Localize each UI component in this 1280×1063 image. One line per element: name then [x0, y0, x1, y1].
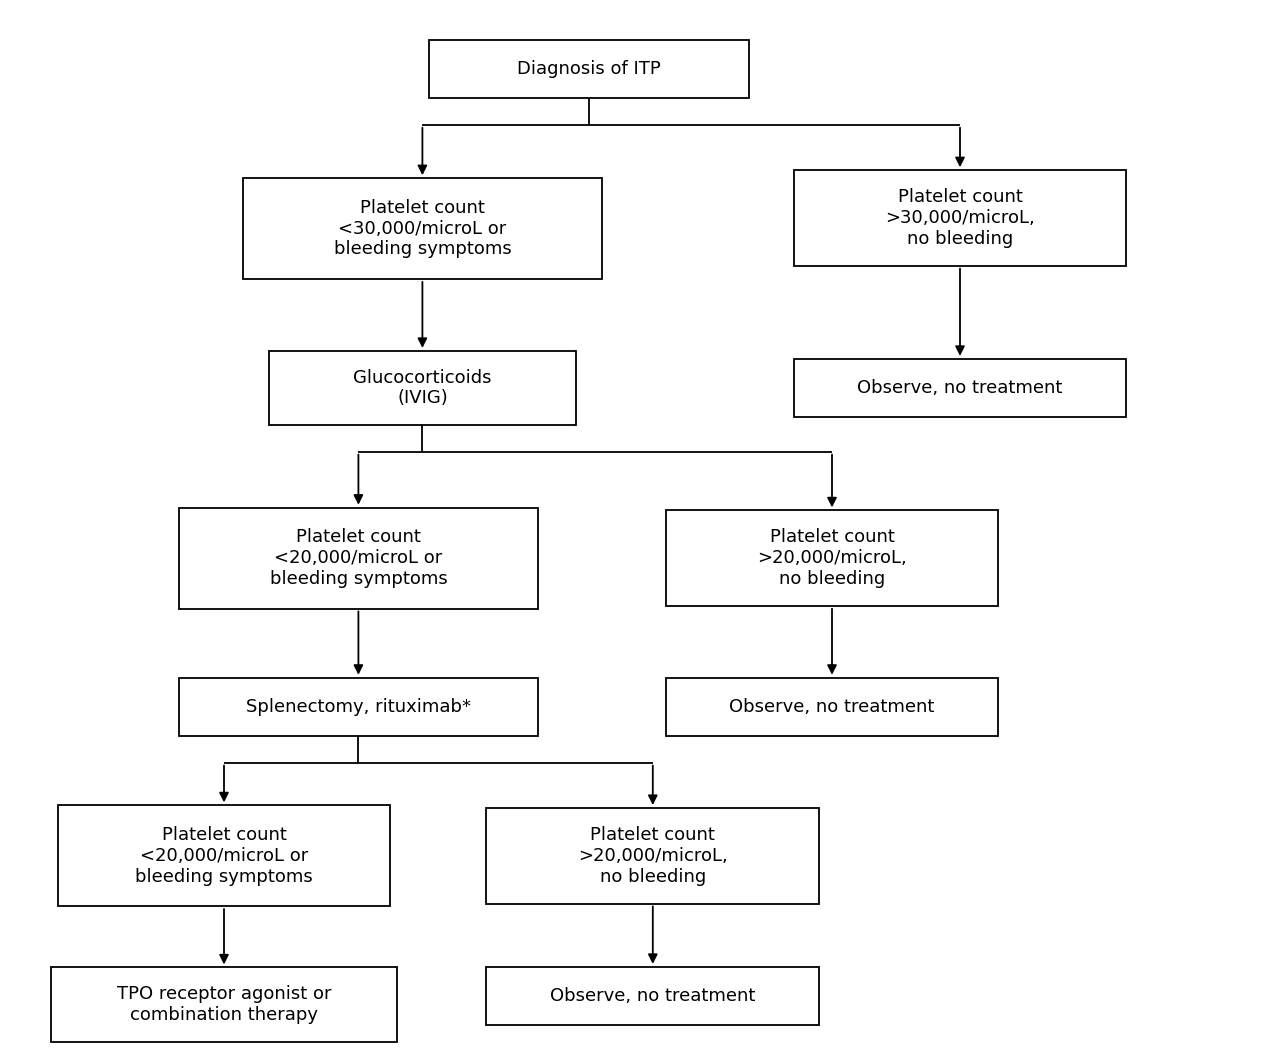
FancyBboxPatch shape	[269, 351, 576, 425]
FancyBboxPatch shape	[179, 507, 538, 608]
FancyBboxPatch shape	[666, 678, 998, 736]
FancyBboxPatch shape	[794, 358, 1126, 417]
Text: Observe, no treatment: Observe, no treatment	[858, 379, 1062, 396]
FancyBboxPatch shape	[486, 808, 819, 904]
FancyBboxPatch shape	[429, 39, 749, 98]
FancyBboxPatch shape	[243, 178, 602, 279]
Text: Platelet count
<20,000/microL or
bleeding symptoms: Platelet count <20,000/microL or bleedin…	[136, 826, 312, 885]
Text: Splenectomy, rituximab*: Splenectomy, rituximab*	[246, 698, 471, 715]
Text: Platelet count
<30,000/microL or
bleeding symptoms: Platelet count <30,000/microL or bleedin…	[334, 199, 511, 258]
Text: Observe, no treatment: Observe, no treatment	[550, 988, 755, 1005]
FancyBboxPatch shape	[51, 967, 397, 1042]
FancyBboxPatch shape	[666, 510, 998, 606]
Text: Platelet count
>20,000/microL,
no bleeding: Platelet count >20,000/microL, no bleedi…	[758, 528, 906, 588]
FancyBboxPatch shape	[179, 678, 538, 736]
Text: Platelet count
>20,000/microL,
no bleeding: Platelet count >20,000/microL, no bleedi…	[579, 826, 727, 885]
Text: Diagnosis of ITP: Diagnosis of ITP	[517, 61, 660, 78]
FancyBboxPatch shape	[794, 170, 1126, 266]
Text: Glucocorticoids
(IVIG): Glucocorticoids (IVIG)	[353, 369, 492, 407]
FancyBboxPatch shape	[486, 967, 819, 1025]
Text: TPO receptor agonist or
combination therapy: TPO receptor agonist or combination ther…	[116, 985, 332, 1024]
Text: Platelet count
>30,000/microL,
no bleeding: Platelet count >30,000/microL, no bleedi…	[886, 188, 1034, 248]
Text: Observe, no treatment: Observe, no treatment	[730, 698, 934, 715]
FancyBboxPatch shape	[58, 806, 390, 906]
Text: Platelet count
<20,000/microL or
bleeding symptoms: Platelet count <20,000/microL or bleedin…	[270, 528, 447, 588]
